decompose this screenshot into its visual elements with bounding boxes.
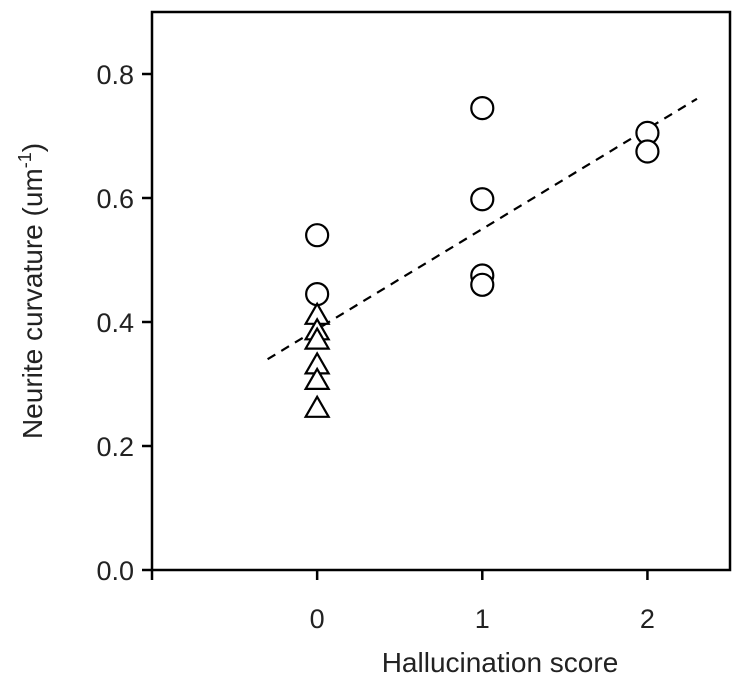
- y-axis-title: Neurite curvature (um-1): [15, 143, 48, 439]
- x-tick-label: 0: [310, 604, 325, 634]
- triangle-point: [303, 366, 331, 390]
- plot-frame: [150, 10, 732, 572]
- circle-point: [470, 272, 495, 297]
- triangle-point: [303, 326, 331, 350]
- y-tick-label: 0.0: [96, 556, 134, 586]
- y-tick-label: 0.2: [96, 432, 134, 462]
- x-axis: 0 1 2: [150, 570, 655, 634]
- y-tick-label: 0.4: [96, 308, 134, 338]
- y-tick-label: 0.8: [96, 60, 134, 90]
- circle-point: [635, 139, 660, 164]
- y-axis-title-superscript: -1: [15, 152, 35, 168]
- circle-point: [305, 223, 330, 248]
- x-tick-label: 1: [475, 604, 490, 634]
- y-axis-title-suffix: ): [17, 143, 48, 152]
- x-tick-label: 2: [640, 604, 655, 634]
- data-points: [303, 95, 660, 418]
- circle-point: [470, 187, 495, 212]
- triangle-point: [303, 394, 331, 418]
- trendline: [267, 97, 698, 361]
- circle-point: [470, 95, 495, 121]
- y-tick-label: 0.6: [96, 184, 134, 214]
- x-axis-title: Hallucination score: [382, 647, 619, 678]
- y-axis: 0.0 0.2 0.4 0.6 0.8: [96, 60, 152, 586]
- y-axis-title-main: Neurite curvature (um: [17, 168, 48, 439]
